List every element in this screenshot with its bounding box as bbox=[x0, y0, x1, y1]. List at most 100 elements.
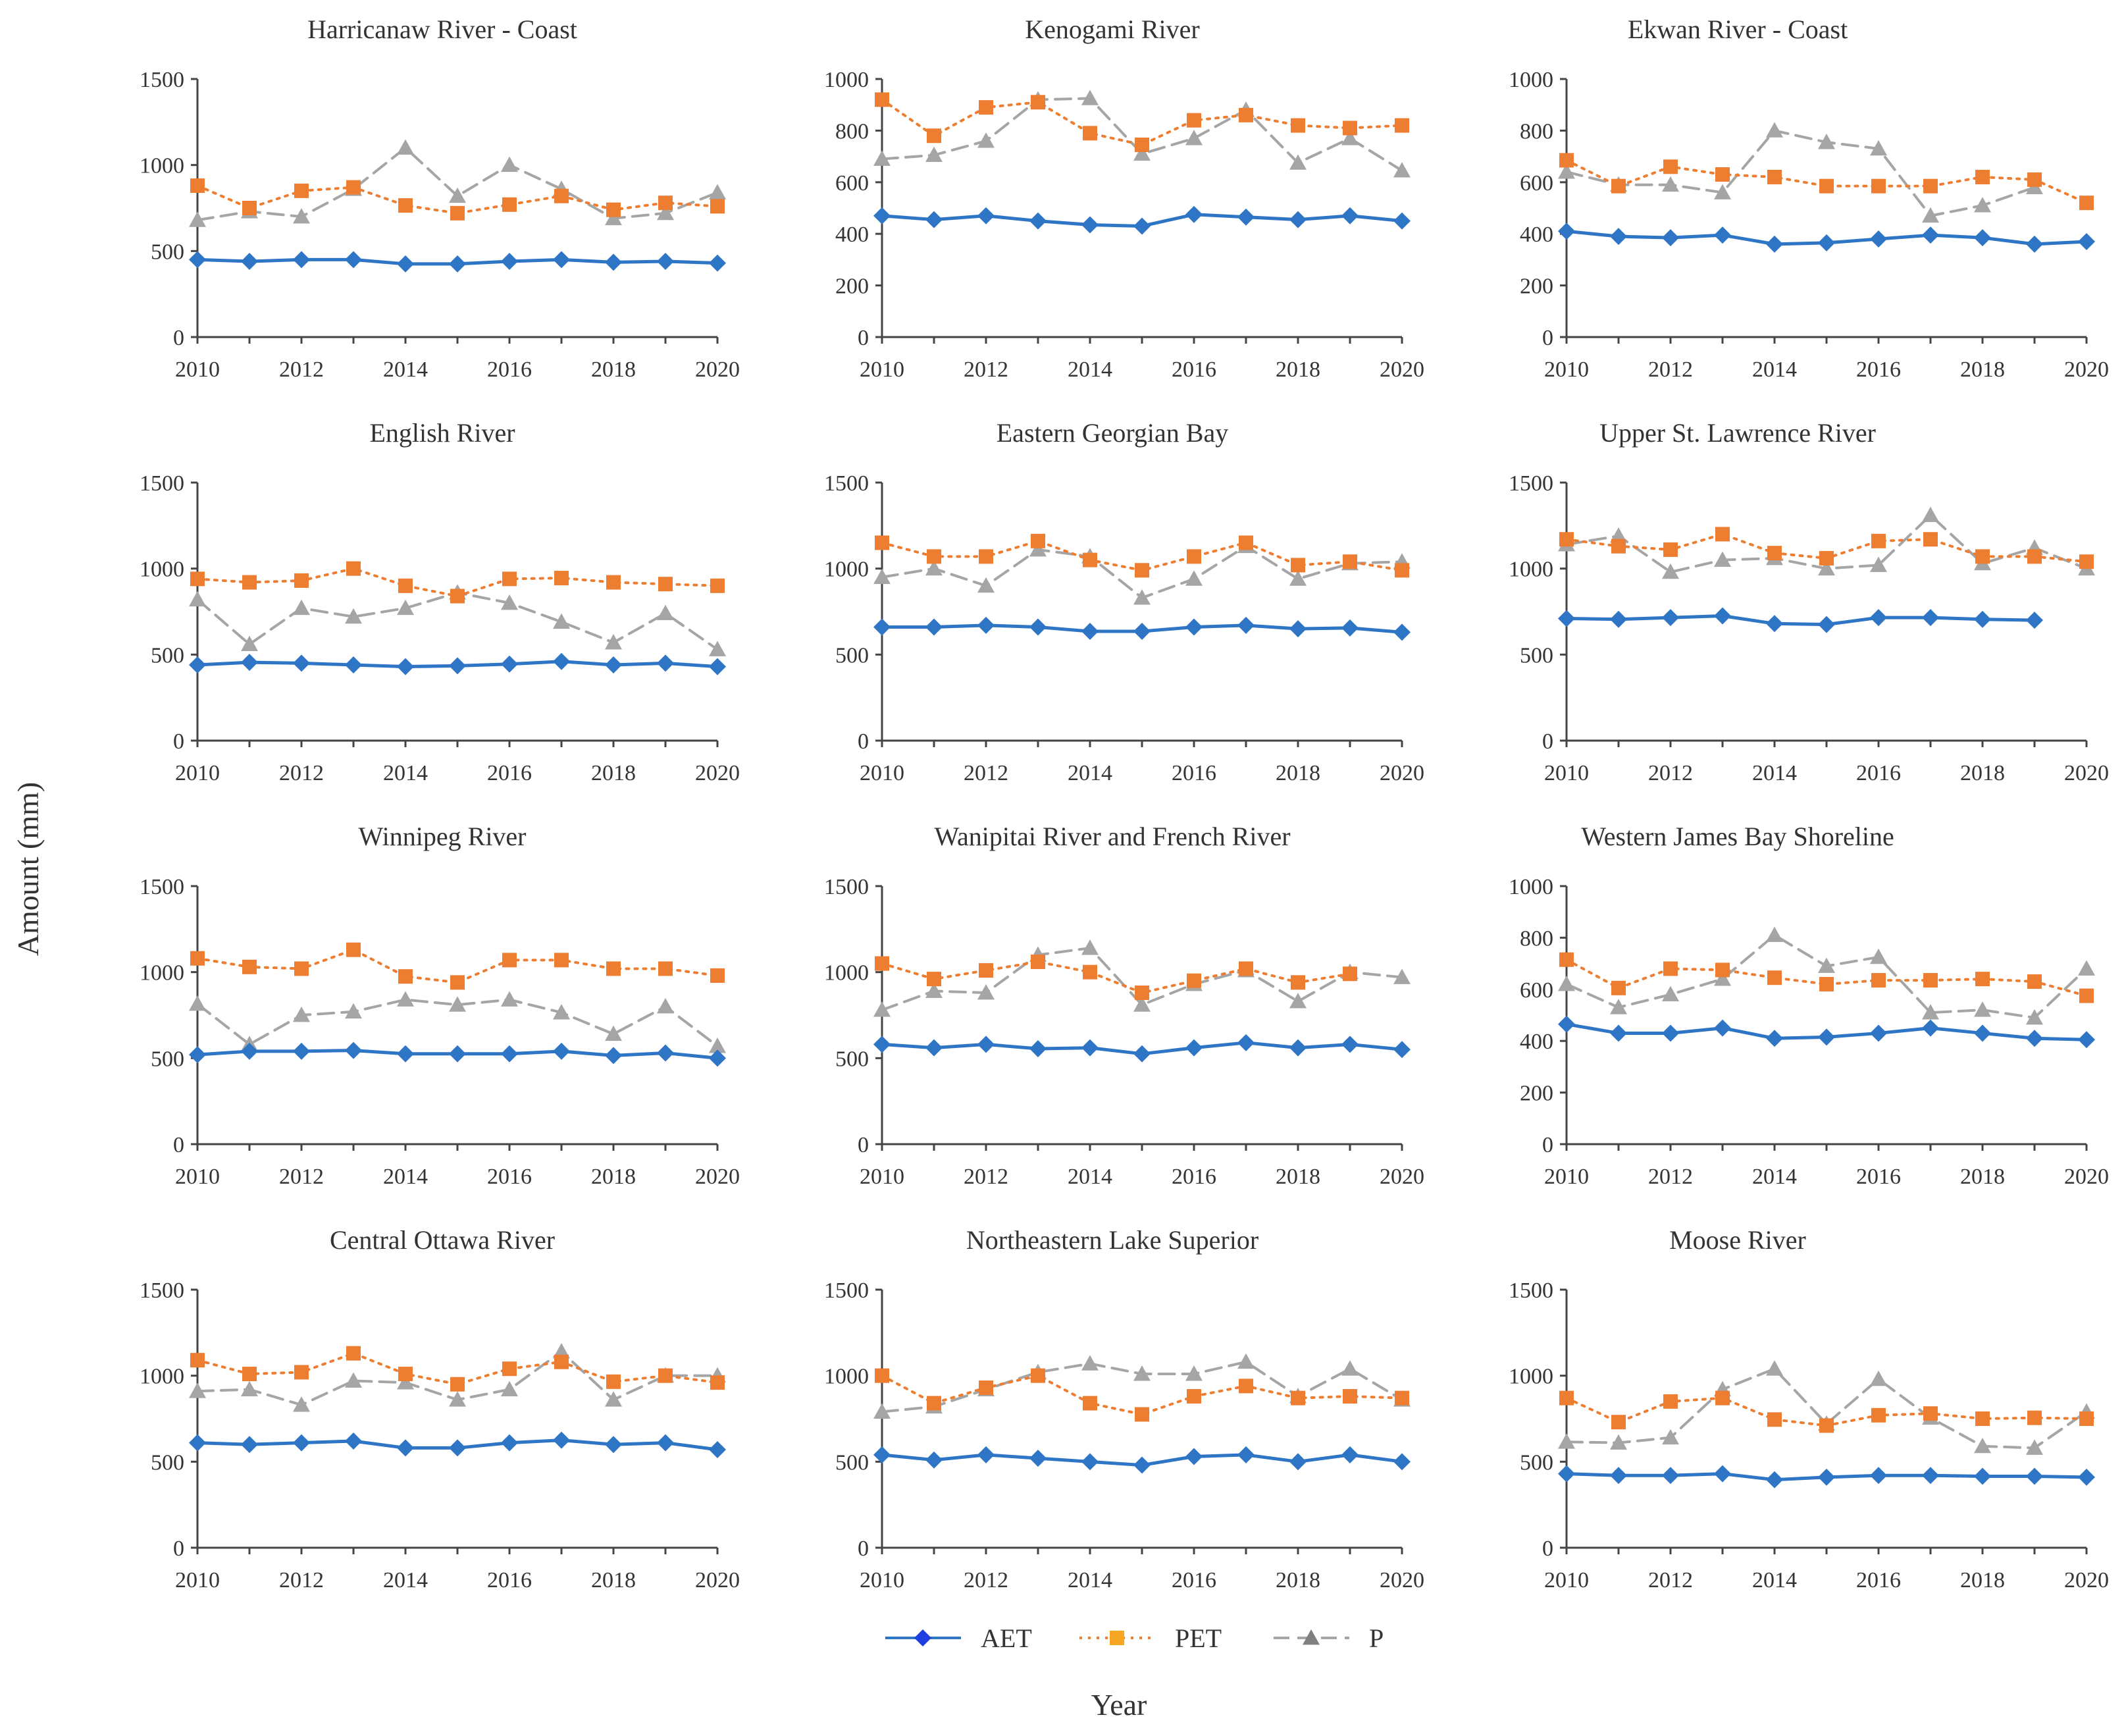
data-point-pet bbox=[658, 1368, 673, 1383]
chart-panel: English River 0 500 1000 1500 2010 2012 2014 201… bbox=[140, 418, 740, 785]
data-point-pet bbox=[554, 1354, 569, 1369]
data-point-aet bbox=[397, 1439, 414, 1457]
x-tick-label: 2014 bbox=[1068, 1165, 1112, 1189]
data-point-pet bbox=[294, 1365, 309, 1380]
data-point-p bbox=[501, 991, 518, 1007]
series-aet bbox=[873, 1034, 1411, 1063]
data-point-pet bbox=[2079, 196, 2094, 211]
y-tick-label: 0 bbox=[858, 1537, 869, 1561]
data-point-aet bbox=[1029, 1039, 1047, 1057]
data-point-pet bbox=[1663, 542, 1678, 557]
data-point-pet bbox=[346, 180, 361, 195]
data-point-p bbox=[293, 1396, 310, 1412]
data-point-pet bbox=[1715, 1390, 1730, 1406]
data-point-aet bbox=[1393, 1453, 1411, 1471]
data-point-aet bbox=[657, 1434, 674, 1452]
data-point-aet bbox=[605, 656, 622, 674]
series-line-pet bbox=[196, 184, 719, 215]
data-point-aet bbox=[1289, 1453, 1307, 1471]
data-point-aet bbox=[449, 657, 466, 675]
data-point-p bbox=[501, 594, 518, 610]
series-pet bbox=[190, 561, 725, 604]
series-line-p bbox=[1565, 129, 2036, 217]
data-point-pet bbox=[606, 575, 621, 590]
data-point-p bbox=[1558, 1433, 1575, 1449]
y-tick-label: 1500 bbox=[824, 471, 869, 496]
data-point-p bbox=[553, 1343, 570, 1359]
data-point-p bbox=[657, 204, 674, 221]
data-point-pet bbox=[1767, 1412, 1782, 1427]
data-point-pet bbox=[502, 953, 517, 968]
data-point-p bbox=[345, 1003, 362, 1019]
data-point-pet bbox=[875, 956, 889, 971]
x-tick-label: 2016 bbox=[1172, 1568, 1216, 1592]
chart-panel: Eastern Georgian Bay 0 500 1000 1500 2010 2012… bbox=[824, 418, 1424, 785]
x-tick-label: 2014 bbox=[383, 1165, 428, 1189]
data-point-pet bbox=[1343, 554, 1357, 569]
data-point-p bbox=[1185, 570, 1203, 586]
panel-title: Eastern Georgian Bay bbox=[997, 418, 1228, 448]
x-tick-label: 2016 bbox=[1172, 1165, 1216, 1189]
series-pet bbox=[875, 1368, 1409, 1422]
data-point-aet bbox=[1610, 228, 1627, 246]
legend-swatch-marker bbox=[914, 1629, 931, 1646]
data-point-pet bbox=[1611, 178, 1626, 194]
series-pet bbox=[875, 954, 1357, 1001]
data-point-aet bbox=[2078, 232, 2095, 250]
data-point-aet bbox=[293, 1434, 310, 1452]
data-point-p bbox=[873, 1403, 891, 1419]
x-tick-label: 2012 bbox=[1648, 761, 1693, 785]
data-point-aet bbox=[345, 251, 362, 269]
data-point-aet bbox=[1974, 610, 1991, 628]
x-tick-label: 2018 bbox=[591, 1165, 636, 1189]
x-tick-label: 2010 bbox=[1544, 761, 1589, 785]
y-tick-label: 200 bbox=[1520, 275, 1553, 299]
x-tick-label: 2014 bbox=[1752, 1568, 1797, 1592]
data-point-p bbox=[397, 139, 414, 155]
y-tick-label: 0 bbox=[1542, 326, 1553, 350]
data-point-aet bbox=[241, 1436, 258, 1454]
x-axis-title: Year bbox=[1091, 1688, 1147, 1722]
data-point-p bbox=[605, 209, 622, 226]
data-point-p bbox=[1662, 986, 1679, 1002]
y-tick-label: 1500 bbox=[824, 875, 869, 899]
data-point-pet bbox=[2079, 988, 2094, 1003]
data-point-aet bbox=[1610, 1024, 1627, 1042]
y-tick-label: 500 bbox=[835, 643, 869, 668]
data-point-p bbox=[873, 150, 891, 166]
data-point-pet bbox=[658, 577, 673, 592]
data-point-pet bbox=[927, 128, 941, 144]
legend-label: AET bbox=[981, 1623, 1032, 1653]
x-tick-label: 2010 bbox=[1544, 1568, 1589, 1592]
data-point-pet bbox=[398, 578, 413, 593]
data-point-aet bbox=[709, 658, 726, 675]
chart-panel: Western James Bay Shoreline 0 200 400 600 800… bbox=[1509, 822, 2109, 1189]
data-point-pet bbox=[927, 1396, 941, 1411]
data-point-aet bbox=[449, 255, 466, 273]
data-point-p bbox=[397, 599, 414, 616]
data-point-p bbox=[1133, 145, 1151, 161]
series-p bbox=[1558, 506, 2095, 579]
data-point-p bbox=[2026, 1009, 2043, 1025]
data-point-aet bbox=[1870, 230, 1887, 248]
series-pet bbox=[875, 92, 1409, 152]
data-point-p bbox=[1870, 556, 1887, 572]
y-tick-label: 1000 bbox=[1509, 68, 1553, 92]
data-point-aet bbox=[449, 1045, 466, 1063]
series-line-pet bbox=[881, 98, 1403, 146]
data-point-pet bbox=[1715, 167, 1730, 182]
series-line-pet bbox=[196, 948, 719, 984]
data-point-pet bbox=[1663, 961, 1678, 976]
chart-panel: Ekwan River - Coast 0 200 400 600 800 1000 2010… bbox=[1509, 14, 2109, 382]
data-point-p bbox=[293, 599, 310, 616]
data-point-p bbox=[977, 984, 995, 1000]
data-point-pet bbox=[242, 575, 257, 590]
data-point-aet bbox=[709, 254, 726, 272]
data-point-aet bbox=[345, 1041, 362, 1059]
data-point-aet bbox=[1818, 234, 1835, 251]
y-tick-label: 600 bbox=[1520, 171, 1553, 196]
legend-swatch-marker bbox=[1303, 1629, 1320, 1645]
data-point-aet bbox=[977, 1036, 995, 1053]
data-point-pet bbox=[710, 199, 725, 214]
